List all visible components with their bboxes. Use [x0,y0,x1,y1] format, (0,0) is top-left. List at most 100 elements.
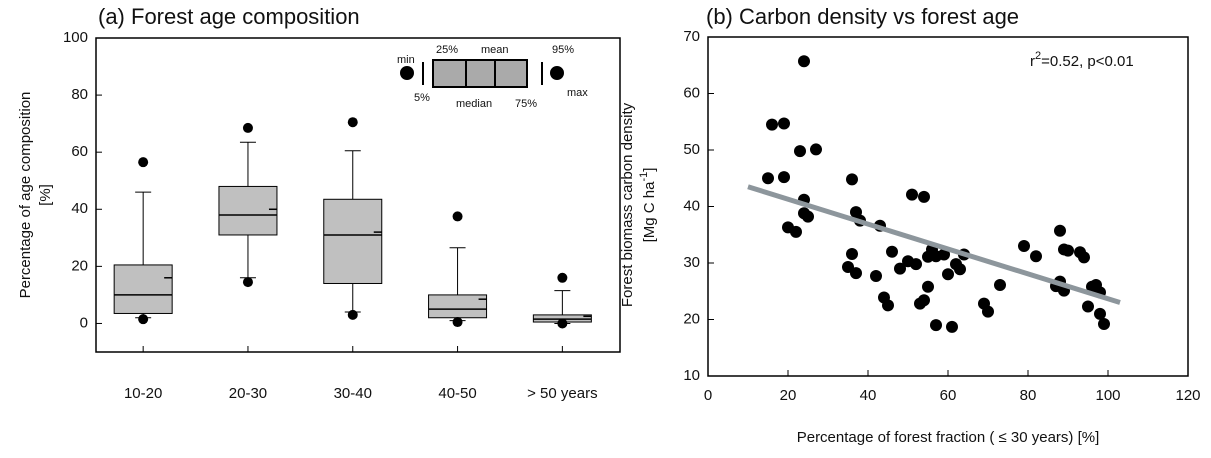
point [918,294,930,307]
y-tick-label: 0 [80,314,88,331]
point [1078,251,1090,264]
outlier-max [242,122,253,133]
point [982,305,994,318]
point [918,190,930,203]
plot-frame [707,36,1189,377]
point [1090,279,1102,292]
point [1062,244,1074,257]
y-axis-unit: [Mg C ha-1] [638,168,658,243]
x-tick-label: 30-40 [334,385,372,402]
point [1094,307,1106,320]
box [218,185,278,236]
x-tick-label: 120 [1175,387,1200,404]
point [790,225,802,238]
key-label: min [397,54,415,66]
point [846,247,858,260]
point [846,173,858,186]
key-label: mean [481,44,509,56]
outlier-max [557,272,568,283]
outlier-max [452,211,463,222]
outlier-min [242,277,253,288]
x-tick-label: 60 [940,387,957,404]
outlier-min [452,317,463,328]
unit-base: [Mg C ha [641,181,658,243]
outlier-max [347,117,358,128]
y-tick-label: 60 [683,84,700,101]
key-dot [550,66,564,80]
point [954,263,966,276]
point [810,143,822,156]
y-tick-label: 20 [71,257,88,274]
x-tick-label: 20 [780,387,797,404]
box [113,264,173,314]
key-dot [400,66,414,80]
x-tick-label: 80 [1020,387,1037,404]
x-tick-label: 10-20 [124,385,162,402]
point [894,262,906,275]
y-tick-label: 40 [683,197,700,214]
y-axis-label: Forest biomass carbon density [619,102,636,307]
x-tick-label: 40 [860,387,877,404]
point [798,55,810,68]
outlier-max [138,157,149,168]
outlier-min [138,314,149,325]
key-box [432,59,528,88]
box [323,198,383,284]
y-tick-label: 70 [683,28,700,45]
y-tick-label: 10 [683,367,700,384]
y-axis-label: [%] [37,184,54,206]
point [1054,224,1066,237]
box [428,294,488,319]
outlier-min [557,318,568,329]
chart-title: (b) Carbon density vs forest age [706,4,1019,29]
y-axis-label: Percentage of age composition [17,92,34,299]
trend-line [747,184,1121,305]
point [778,117,790,130]
point [906,188,918,201]
point [942,268,954,281]
point [1082,300,1094,313]
y-tick-label: 40 [71,200,88,217]
y-tick-label: 50 [683,141,700,158]
annotation-rest: =0.52, p<0.01 [1041,53,1134,70]
point [1030,250,1042,263]
annotation-sup: 2 [1035,50,1041,62]
point [886,245,898,258]
key-label: 95% [552,44,574,56]
key-label: 75% [515,98,537,110]
point [910,258,922,271]
unit-end: ] [641,168,658,172]
y-tick-label: 20 [683,310,700,327]
key-label: 25% [436,44,458,56]
x-tick-label: 0 [704,387,712,404]
point [882,299,894,312]
point [938,248,950,261]
point [802,210,814,223]
point [922,280,934,293]
key-label: max [567,87,588,99]
point [870,269,882,282]
key-label: 5% [414,92,430,104]
y-tick-label: 80 [71,86,88,103]
plot-frame [95,37,621,353]
x-tick-label: 100 [1095,387,1120,404]
x-tick-label: 20-30 [229,385,267,402]
point [1018,240,1030,253]
unit-sup: -1 [638,172,650,182]
point [1098,318,1110,331]
box-key [400,59,564,88]
y-tick-label: 100 [63,29,88,46]
outlier-min [347,309,358,320]
y-tick-label: 30 [683,254,700,271]
point [794,145,806,158]
point [778,171,790,184]
point [850,267,862,280]
point [766,118,778,131]
x-tick-label: 40-50 [438,385,476,402]
point [930,319,942,332]
annotation: r2=0.52, p<0.01 [1030,50,1134,70]
y-tick-label: 60 [71,143,88,160]
x-tick-label: > 50 years [527,385,597,402]
point [762,172,774,185]
